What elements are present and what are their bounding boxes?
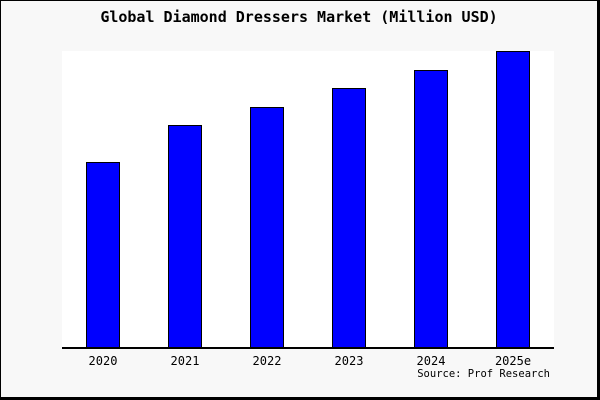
bar-2024 [414,69,448,347]
x-tick-label-2021: 2021 [170,354,200,368]
bar-slot-2025e [472,51,554,347]
bars-row [62,51,554,347]
bar-slot-2021 [144,51,226,347]
x-tick-label-2024: 2024 [416,354,446,368]
bar-slot-2022 [226,51,308,347]
bar-slot-2024 [390,51,472,347]
bar-2020 [86,162,120,347]
x-tick-label-2020: 2020 [88,354,118,368]
bar-2022 [250,106,284,347]
bar-slot-2020 [62,51,144,347]
chart-title: Global Diamond Dressers Market (Million … [100,8,498,26]
source-note: Source: Prof Research [417,368,550,380]
bar-2023 [332,88,366,347]
x-tick-label-2022: 2022 [252,354,282,368]
bar-2021 [168,125,202,347]
x-tick-label-2025e: 2025e [494,354,532,368]
x-tick-label-2023: 2023 [334,354,364,368]
x-axis-labels: 2020 2021 2022 2023 2024 2025e [62,354,554,368]
plot-area [62,51,554,349]
bar-2025e [496,51,530,347]
bar-slot-2023 [308,51,390,347]
